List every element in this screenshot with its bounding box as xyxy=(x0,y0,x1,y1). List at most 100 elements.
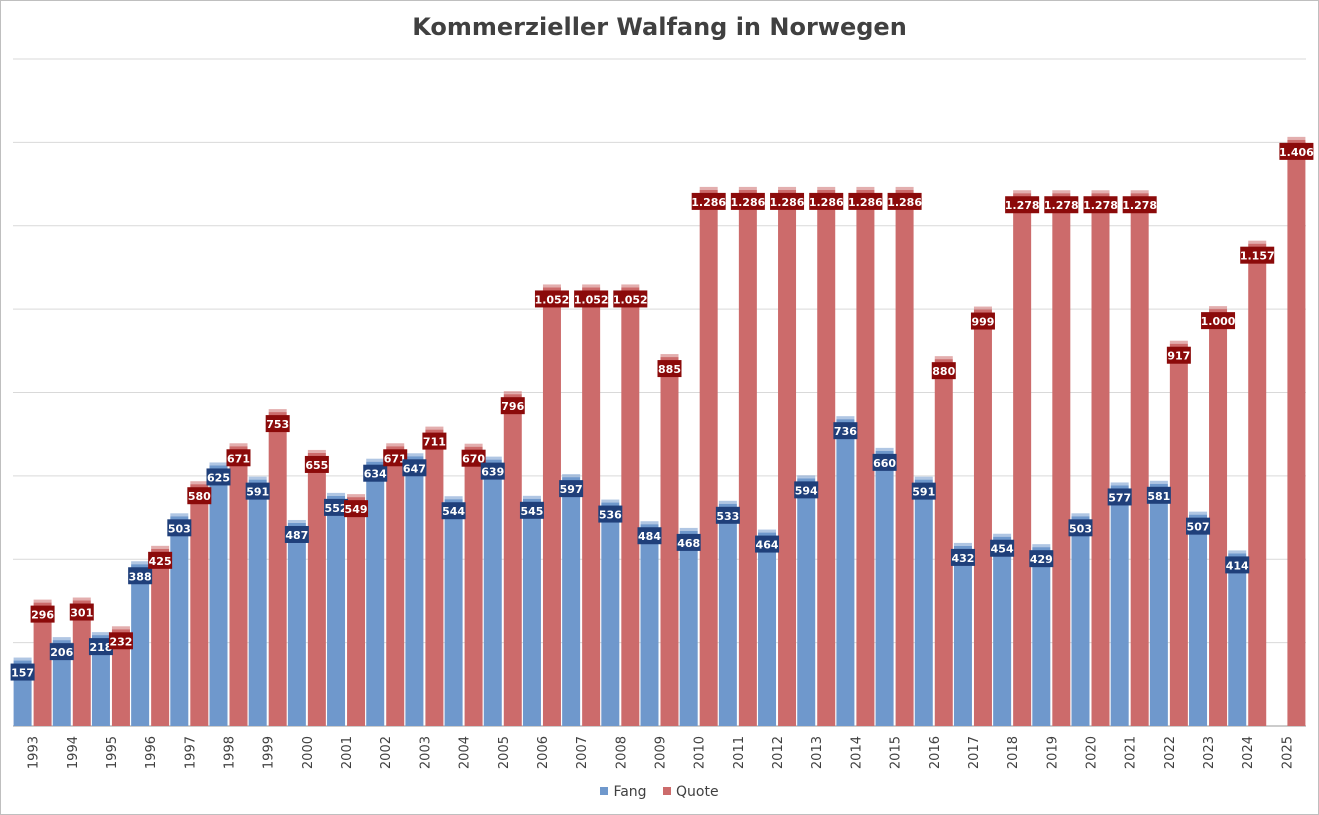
bar-fang-2004-body xyxy=(444,499,463,726)
x-tick-2010: 2010 xyxy=(693,736,708,769)
label-quote-2014: 1.286 xyxy=(848,192,883,210)
label-quote-2025: 1.406 xyxy=(1279,142,1314,160)
bar-quote-2011-cap xyxy=(738,186,757,190)
x-tick-2000: 2000 xyxy=(301,736,316,769)
bar-fang-2009-body xyxy=(640,524,659,726)
x-tick-2012: 2012 xyxy=(771,736,786,769)
bar-quote-1995 xyxy=(111,626,130,726)
bar-quote-2005-cap xyxy=(503,391,522,395)
bar-fang-2006-body xyxy=(522,498,541,726)
label-fang-1996-text: 388 xyxy=(129,570,152,583)
bar-fang-2009 xyxy=(640,521,659,726)
label-fang-1997-box xyxy=(167,519,192,537)
bar-quote-2015 xyxy=(895,186,914,726)
x-tick-1995: 1995 xyxy=(105,736,120,769)
bar-quote-2007 xyxy=(582,284,601,726)
label-fang-1995-box xyxy=(88,638,113,656)
bar-quote-1998 xyxy=(229,443,248,726)
bar-quote-2022-body xyxy=(1169,343,1188,726)
label-fang-2001: 552 xyxy=(324,498,349,516)
bar-fang-2012 xyxy=(758,529,777,726)
label-fang-2016-text: 591 xyxy=(912,486,935,499)
bar-fang-2009-cap xyxy=(640,521,659,525)
bar-quote-1993-cap xyxy=(33,599,52,603)
bar-quote-2003-cap xyxy=(425,426,444,430)
label-fang-2024: 414 xyxy=(1225,556,1250,574)
x-tick-2016: 2016 xyxy=(928,736,943,769)
bar-quote-2019-cap xyxy=(1052,190,1071,194)
label-fang-2016-box xyxy=(911,482,936,500)
label-fang-1993-box xyxy=(10,663,35,681)
bar-quote-2004 xyxy=(464,443,483,726)
bar-fang-2022 xyxy=(1149,480,1168,726)
label-quote-2003-text: 711 xyxy=(423,436,446,449)
label-quote-2024-text: 1.157 xyxy=(1240,250,1275,263)
bar-fang-2004 xyxy=(444,496,463,726)
label-quote-1994: 301 xyxy=(69,603,94,621)
label-quote-2011: 1.286 xyxy=(730,192,766,210)
label-quote-2021: 1.278 xyxy=(1122,196,1157,214)
label-quote-2000: 655 xyxy=(304,455,329,473)
bar-fang-2020 xyxy=(1071,513,1090,726)
label-fang-1995-text: 218 xyxy=(89,641,112,654)
label-fang-2002-text: 634 xyxy=(364,468,387,481)
bar-fang-2019-cap xyxy=(1032,544,1051,548)
bar-quote-2000-body xyxy=(307,452,326,726)
bar-fang-2010-cap xyxy=(679,527,698,531)
x-tick-1994: 1994 xyxy=(66,736,81,769)
bar-fang-2007 xyxy=(562,474,581,726)
bar-quote-2012 xyxy=(778,186,797,726)
bar-fang-1995 xyxy=(91,632,110,726)
bar-quote-2001 xyxy=(347,494,366,726)
label-quote-2010: 1.286 xyxy=(691,192,726,210)
bar-fang-2013-cap xyxy=(797,475,816,479)
bar-fang-2006-cap xyxy=(522,495,541,499)
bar-fang-2024-cap xyxy=(1228,550,1247,554)
label-quote-1996-box xyxy=(148,551,173,569)
x-tick-2014: 2014 xyxy=(849,736,864,769)
bar-quote-2015-body xyxy=(895,189,914,726)
label-quote-2025-text: 1.406 xyxy=(1279,146,1314,159)
bar-fang-2011-body xyxy=(718,503,737,726)
label-fang-2002: 634 xyxy=(363,464,388,482)
label-quote-2020-box xyxy=(1083,196,1118,214)
bar-quote-2018 xyxy=(1013,190,1032,726)
label-quote-1996: 425 xyxy=(148,551,173,569)
label-quote-2012: 1.286 xyxy=(770,192,805,210)
bar-fang-1994-body xyxy=(52,640,71,726)
label-fang-1993: 157 xyxy=(10,663,35,681)
bar-quote-2017 xyxy=(973,306,992,726)
label-fang-2002-box xyxy=(363,464,388,482)
bar-fang-2021-cap xyxy=(1110,482,1129,486)
label-fang-1993-text: 157 xyxy=(11,667,34,680)
bar-fang-2003-body xyxy=(405,456,424,726)
legend-item-fang: Fang xyxy=(600,784,647,800)
x-tick-2023: 2023 xyxy=(1202,736,1217,769)
label-fang-2013-box xyxy=(794,481,819,499)
legend-label-quote: Quote xyxy=(676,784,719,800)
label-fang-2011-text: 533 xyxy=(716,510,739,523)
bar-fang-2020-cap xyxy=(1071,513,1090,517)
bar-quote-2020-cap xyxy=(1091,190,1110,194)
bar-fang-1994 xyxy=(52,637,71,726)
bar-fang-2018-body xyxy=(993,536,1012,726)
label-quote-2005-text: 796 xyxy=(501,400,524,413)
label-fang-2000-text: 487 xyxy=(285,529,308,542)
bar-quote-2018-cap xyxy=(1013,190,1032,194)
bar-fang-2011 xyxy=(718,500,737,726)
label-fang-2006-box xyxy=(519,501,544,519)
bar-fang-2010-body xyxy=(679,530,698,726)
x-tick-2008: 2008 xyxy=(614,736,629,769)
bar-quote-2006-body xyxy=(542,287,561,726)
bar-quote-2020 xyxy=(1091,190,1110,726)
label-quote-2009: 885 xyxy=(657,360,682,378)
label-fang-2020-box xyxy=(1068,519,1093,537)
x-tick-2021: 2021 xyxy=(1124,736,1139,769)
legend-swatch-quote xyxy=(663,787,671,795)
label-quote-1997: 580 xyxy=(187,487,212,505)
bar-quote-2012-cap xyxy=(778,186,797,190)
bar-quote-1996 xyxy=(151,545,170,726)
label-fang-2017: 432 xyxy=(950,548,975,566)
bar-fang-2015-cap xyxy=(875,447,894,451)
